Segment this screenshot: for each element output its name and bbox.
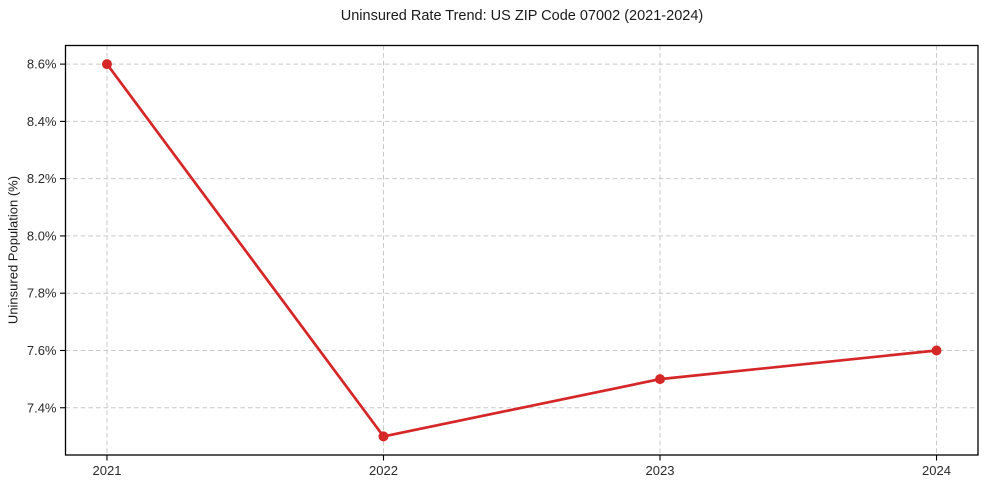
y-tick-label: 7.6% [27,343,57,358]
y-tick-label: 8.4% [27,114,57,129]
plot-border [64,44,979,456]
x-tick-label: 2022 [369,463,398,478]
x-tick-label: 2023 [646,463,675,478]
spine-rect [64,44,979,456]
data-point-markers [101,59,942,442]
axis-tick-labels: 2021 2022 2023 2024 7.4% 7.6% 7.8% 8.0% 8.2% 8.4%… [27,57,951,478]
data-point [931,345,942,356]
data-point [101,59,112,70]
y-tick-label: 8.6% [27,57,57,72]
x-tick-label: 2024 [922,463,951,478]
gridlines [65,45,978,455]
y-tick-label: 8.0% [27,228,57,243]
y-tick-label: 7.4% [27,400,57,415]
trend-line [105,62,938,438]
y-tick-label: 8.2% [27,171,57,186]
data-point [655,374,666,385]
trend-polyline [105,62,938,438]
data-point [378,431,389,442]
y-tick-label: 7.8% [27,286,57,301]
x-tick-label: 2021 [93,463,122,478]
chart-title: Uninsured Rate Trend: US ZIP Code 07002 … [340,8,704,24]
axis-ticks [60,63,938,461]
